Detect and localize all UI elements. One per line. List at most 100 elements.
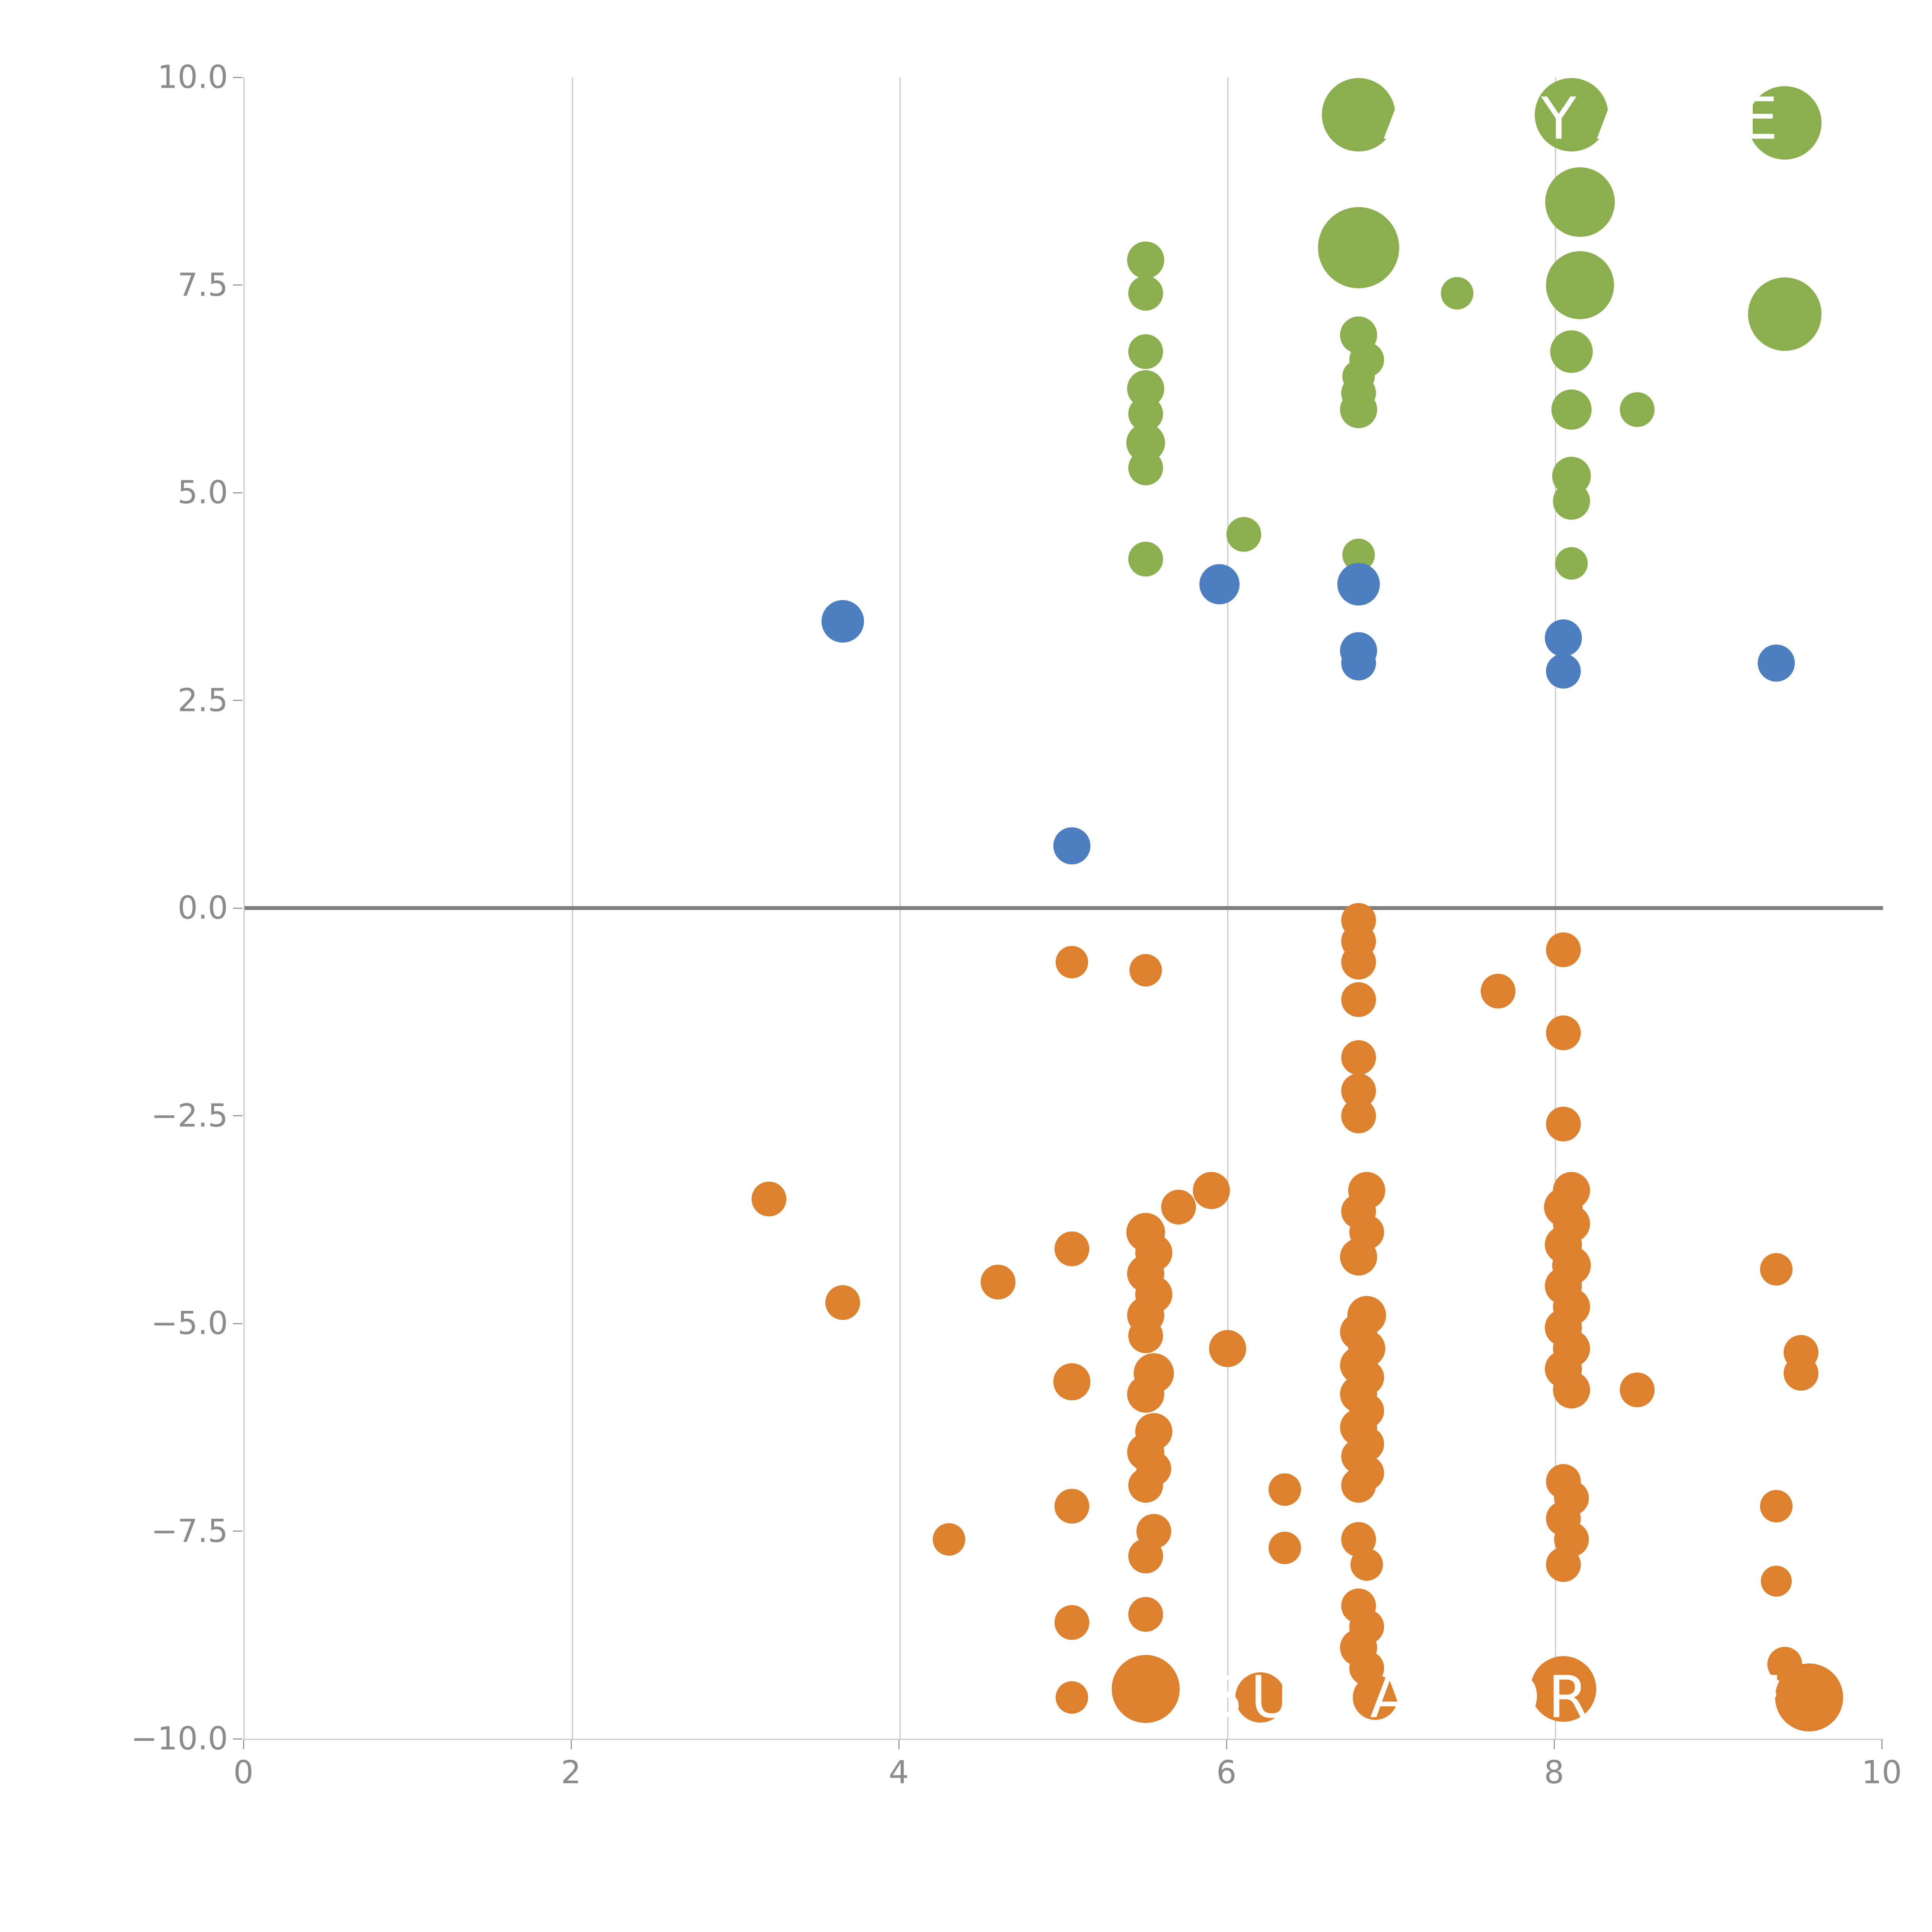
x-tick-mark [898, 1740, 900, 1749]
orange-bubbles-point [1480, 974, 1515, 1009]
x-tick-label: 4 [888, 1754, 909, 1791]
orange-bubbles-point [1350, 1548, 1383, 1581]
y-tick-mark [233, 284, 242, 286]
orange-bubbles-point [1341, 1040, 1376, 1075]
orange-bubbles-point [1352, 1675, 1398, 1720]
y-tick-label: 2.5 [177, 682, 228, 719]
blue-bubbles-point [1546, 654, 1581, 689]
zero-baseline [245, 906, 1883, 910]
green-bubbles-point [1340, 391, 1378, 428]
green-bubbles-point [1318, 207, 1400, 288]
orange-bubbles-point [1054, 1605, 1090, 1640]
green-bubbles-point [1535, 78, 1609, 151]
y-tick-label: −7.5 [151, 1513, 228, 1549]
x-tick-label: 0 [233, 1754, 254, 1791]
y-tick-label: 7.5 [177, 267, 228, 303]
x-tick-mark [243, 1740, 244, 1749]
y-tick-label: 5.0 [177, 474, 228, 511]
annotation-text: BUT AN ORANGE [1203, 1663, 1789, 1731]
orange-bubbles-point [1129, 954, 1162, 987]
orange-bubbles-point [1761, 1565, 1792, 1597]
green-bubbles-point [1546, 251, 1614, 319]
blue-bubbles-point [1053, 827, 1091, 864]
green-bubbles-point [1748, 86, 1821, 160]
orange-bubbles-point [1341, 982, 1376, 1017]
green-bubbles-point [1128, 276, 1163, 311]
blue-bubbles-point [1758, 644, 1795, 682]
y-tick-mark [233, 492, 242, 493]
y-tick-mark [233, 1738, 242, 1740]
orange-bubbles-point [1341, 1098, 1376, 1133]
x-tick-label: 6 [1216, 1754, 1237, 1791]
orange-bubbles-point [1269, 1473, 1301, 1506]
orange-bubbles-point [1056, 1681, 1088, 1714]
y-tick-mark [233, 77, 242, 78]
x-tick-mark [570, 1740, 572, 1749]
orange-bubbles-point [1620, 1372, 1655, 1407]
green-bubbles-point [1550, 330, 1593, 373]
y-tick-label: 10.0 [157, 59, 228, 96]
orange-bubbles-point [1775, 1663, 1844, 1731]
orange-bubbles-point [1112, 1655, 1180, 1723]
orange-bubbles-point [981, 1264, 1016, 1299]
orange-bubbles-point [1192, 1172, 1230, 1209]
blue-bubbles-point [1337, 563, 1380, 605]
green-bubbles-point [1128, 450, 1163, 485]
green-bubbles-point [1128, 334, 1163, 369]
orange-bubbles-point [1054, 1231, 1090, 1266]
x-tick-label: 2 [561, 1754, 582, 1791]
blue-bubbles-point [821, 600, 864, 643]
y-tick-mark [233, 907, 242, 909]
y-tick-mark [233, 1115, 242, 1116]
orange-bubbles-point [1128, 1468, 1163, 1503]
blue-bubbles-point [1341, 645, 1376, 680]
orange-bubbles-point [1531, 1656, 1597, 1722]
x-tick-label: 8 [1544, 1754, 1565, 1791]
orange-bubbles-point [1546, 1107, 1581, 1141]
green-bubbles-point [1545, 167, 1615, 237]
orange-bubbles-point [825, 1285, 860, 1320]
orange-bubbles-point [1269, 1531, 1301, 1564]
orange-bubbles-point [1053, 1363, 1091, 1400]
orange-bubbles-point [1340, 1238, 1378, 1276]
y-tick-mark [233, 700, 242, 701]
orange-bubbles-point [1054, 1489, 1090, 1524]
x-tick-label: 10 [1861, 1754, 1902, 1791]
plot-area: A TINY APPLE BUT AN ORANGE [243, 77, 1883, 1740]
x-tick-mark [1881, 1740, 1883, 1749]
blue-bubbles-point [1199, 564, 1240, 604]
orange-bubbles-point [1760, 1490, 1793, 1522]
green-bubbles-point [1620, 392, 1655, 427]
y-tick-label: −5.0 [151, 1305, 228, 1342]
orange-bubbles-point [1553, 1371, 1590, 1408]
green-bubbles-point [1226, 517, 1262, 552]
green-bubbles-point [1128, 542, 1163, 577]
green-bubbles-point [1322, 78, 1396, 151]
orange-bubbles-point [1209, 1330, 1246, 1367]
y-tick-mark [233, 1323, 242, 1324]
annotation-text: A TINY APPLE [1383, 85, 1779, 153]
y-tick-label: −10.0 [131, 1720, 228, 1757]
y-tick-label: −2.5 [151, 1097, 228, 1134]
orange-bubbles-point [1760, 1253, 1793, 1286]
blue-bubbles-point [1545, 619, 1582, 657]
orange-bubbles-point [933, 1523, 966, 1556]
green-bubbles-point [1553, 482, 1590, 520]
orange-bubbles-point [1056, 946, 1088, 978]
green-bubbles-point [1127, 242, 1164, 279]
x-tick-mark [1553, 1740, 1555, 1749]
orange-bubbles-point [1161, 1190, 1196, 1225]
orange-bubbles-point [1341, 944, 1376, 980]
y-tick-mark [233, 1531, 242, 1532]
green-bubbles-point [1551, 389, 1592, 430]
green-bubbles-point [1555, 547, 1588, 580]
green-bubbles-point [1440, 277, 1473, 310]
orange-bubbles-point [1546, 1015, 1581, 1050]
orange-bubbles-point [1546, 1547, 1581, 1582]
orange-bubbles-point [1341, 1468, 1376, 1503]
orange-bubbles-point [751, 1181, 786, 1216]
orange-bubbles-point [1127, 1375, 1164, 1413]
x-tick-mark [1226, 1740, 1227, 1749]
y-tick-label: 0.0 [177, 889, 228, 927]
orange-bubbles-point [1128, 1597, 1163, 1632]
